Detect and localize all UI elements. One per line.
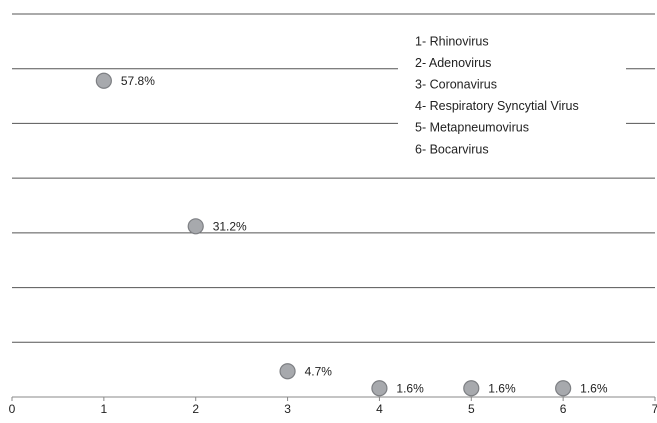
point <box>187 218 204 235</box>
point <box>371 380 388 397</box>
x-tick-label: 3 <box>284 402 291 416</box>
point <box>279 363 296 380</box>
legend-item: 5- Metapneumovirus <box>415 121 529 135</box>
value-label: 31.2% <box>213 219 247 233</box>
value-label: 1.6% <box>396 381 424 395</box>
x-tick-label: 6 <box>560 402 567 416</box>
x-tick-label: 5 <box>468 402 475 416</box>
legend: 1- Rhinovirus 2- Adenovirus 3- Coronavirus… <box>398 28 626 156</box>
legend-item: 1- Rhinovirus <box>415 34 489 48</box>
legend-item: 6- Bocarvirus <box>415 142 489 156</box>
x-tick-label: 7 <box>652 402 657 416</box>
legend-item: 2- Adenovirus <box>415 56 491 70</box>
legend-item: 3- Coronavirus <box>415 77 497 91</box>
point <box>555 380 572 397</box>
x-tick-label: 4 <box>376 402 383 416</box>
legend-item: 4- Respiratory Syncytial Virus <box>415 99 579 113</box>
value-label: 1.6% <box>488 381 516 395</box>
value-label: 57.8% <box>121 74 155 88</box>
point <box>95 72 112 89</box>
x-tick-label: 0 <box>9 402 16 416</box>
point <box>463 380 480 397</box>
x-tick-label: 1 <box>101 402 108 416</box>
legend-box <box>398 28 626 156</box>
value-label: 1.6% <box>580 381 608 395</box>
value-label: 4.7% <box>305 364 333 378</box>
x-tick-label: 2 <box>192 402 199 416</box>
